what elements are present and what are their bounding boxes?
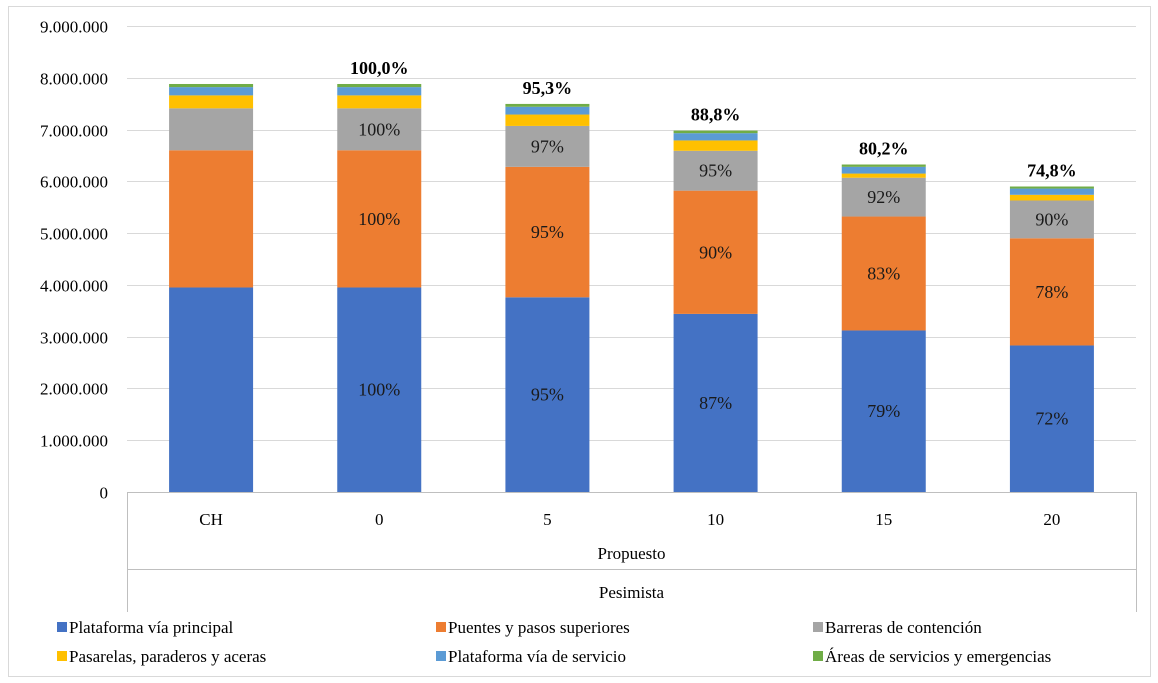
bar-segment [337, 150, 422, 288]
segment-label: 90% [699, 242, 732, 262]
x-tick-label: 15 [875, 510, 892, 529]
y-tick-label: 8.000.000 [40, 70, 108, 89]
legend-swatch [813, 622, 823, 632]
bars [169, 83, 1094, 492]
bar-segment [841, 216, 926, 331]
legend-entry: Áreas de servicios y emergencias [825, 647, 1051, 666]
bar-segment [505, 166, 590, 298]
segment-label: 97% [531, 136, 564, 156]
x-tick-label: 5 [543, 510, 552, 529]
bar-segment [841, 166, 926, 174]
bar-segment [1009, 345, 1094, 492]
bar-segment [1009, 186, 1094, 189]
bar-segment [505, 125, 590, 167]
legend-swatch [57, 622, 67, 632]
segment-label: 83% [867, 263, 900, 283]
bar-segment [169, 83, 254, 88]
bar-segment [169, 287, 254, 492]
bar-segment [505, 297, 590, 492]
segment-label: 92% [867, 187, 900, 207]
y-tick-label: 1.000.000 [40, 432, 108, 451]
bar-segment [169, 108, 254, 151]
x-group-label: Pesimista [599, 583, 665, 602]
bar-segment [505, 103, 590, 107]
bar-segment [1009, 238, 1094, 346]
bar-segment [673, 133, 758, 141]
bar-segment [673, 190, 758, 314]
y-tick-label: 3.000.000 [40, 329, 108, 348]
bar-segment [337, 95, 422, 109]
segment-label: 100% [358, 209, 400, 229]
x-tick-label: 10 [707, 510, 724, 529]
legend: Plataforma vía principal Puentes y pasos … [57, 618, 1051, 666]
y-tick-label: 7.000.000 [40, 122, 108, 141]
y-tick-label: 0 [100, 484, 109, 503]
total-label: 95,3% [523, 78, 573, 98]
x-tick-label: 20 [1043, 510, 1060, 529]
segment-label: 90% [1035, 209, 1068, 229]
x-tick-label: 0 [375, 510, 384, 529]
legend-entry: Pasarelas, paraderos y aceras [69, 647, 266, 666]
bar-segment [337, 108, 422, 151]
y-tick-label: 2.000.000 [40, 380, 108, 399]
y-tick-label: 4.000.000 [40, 277, 108, 296]
total-label: 100,0% [350, 58, 409, 78]
data-labels: 100% 100% 100% 100,0% 95% 95% 97% 95,3% 87% 90% 95… [350, 58, 1077, 429]
total-label: 74,8% [1027, 161, 1077, 181]
bar-segment [1009, 200, 1094, 239]
bar-segment [1009, 188, 1094, 195]
segment-label: 72% [1035, 409, 1068, 429]
bar-segment [673, 140, 758, 151]
y-tick-label: 9.000.000 [40, 18, 108, 37]
total-label: 80,2% [859, 139, 909, 159]
bar-segment [169, 95, 254, 109]
legend-entry: Puentes y pasos superiores [448, 618, 630, 637]
gridlines [127, 26, 1136, 441]
y-tick-label: 6.000.000 [40, 173, 108, 192]
bar-segment [169, 87, 254, 96]
bar-segment [337, 287, 422, 492]
x-group-label: Propuesto [598, 544, 666, 563]
x-tick-label: CH [199, 510, 223, 529]
bar-segment [841, 330, 926, 492]
legend-entry: Barreras de contención [825, 618, 982, 637]
segment-label: 78% [1035, 282, 1068, 302]
bar-segment [673, 130, 758, 134]
bar-segment [505, 114, 590, 126]
bar-segment [673, 313, 758, 492]
bar-segment [1009, 194, 1094, 201]
total-label: 88,8% [691, 105, 741, 125]
bar-segment [841, 164, 926, 167]
bar-segment [337, 87, 422, 96]
bar-segment [841, 173, 926, 178]
bar-segment [505, 106, 590, 115]
y-tick-label: 5.000.000 [40, 225, 108, 244]
bar-segment [337, 83, 422, 88]
segment-label: 87% [699, 393, 732, 413]
legend-swatch [57, 651, 67, 661]
bar-segment [169, 150, 254, 288]
legend-swatch [813, 651, 823, 661]
segment-label: 79% [867, 401, 900, 421]
segment-label: 95% [531, 385, 564, 405]
legend-entry: Plataforma vía principal [69, 618, 234, 637]
segment-label: 95% [531, 222, 564, 242]
bar-segment [841, 177, 926, 217]
x-axis: CH 0 5 10 15 20 Propuesto Pesimista [127, 492, 1137, 612]
segment-label: 100% [358, 119, 400, 139]
y-axis-tick-labels: 0 1.000.000 2.000.000 3.000.000 4.000.000 5.0… [40, 18, 108, 503]
segment-label: 100% [358, 380, 400, 400]
legend-entry: Plataforma vía de servicio [448, 647, 626, 666]
legend-swatch [436, 651, 446, 661]
segment-label: 95% [699, 161, 732, 181]
bar-segment [673, 150, 758, 191]
legend-swatch [436, 622, 446, 632]
